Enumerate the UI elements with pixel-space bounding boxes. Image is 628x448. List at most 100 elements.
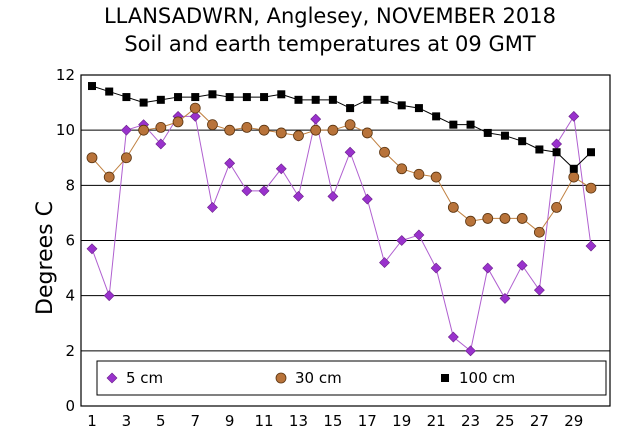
- x-tick-label: 1: [87, 412, 97, 430]
- data-point: [310, 113, 322, 125]
- data-point: [311, 95, 320, 104]
- y-tick-label: 8: [65, 176, 75, 194]
- y-tick-label: 2: [65, 342, 75, 360]
- legend-marker: [106, 372, 118, 384]
- data-point: [535, 145, 544, 154]
- data-point: [224, 124, 236, 136]
- data-point: [413, 229, 425, 241]
- data-point: [414, 104, 423, 113]
- data-point: [293, 190, 304, 202]
- data-point: [396, 163, 408, 175]
- x-tick-label: 27: [530, 412, 549, 430]
- y-tick-label: 4: [65, 287, 75, 305]
- data-point: [379, 146, 390, 158]
- data-point: [482, 262, 494, 274]
- data-point: [103, 171, 115, 183]
- data-point: [449, 120, 458, 129]
- data-point: [533, 284, 545, 296]
- data-point: [103, 290, 115, 302]
- data-point: [208, 90, 217, 99]
- data-point: [344, 146, 356, 158]
- data-point: [396, 235, 408, 246]
- data-point: [518, 137, 527, 146]
- data-point: [585, 240, 597, 252]
- legend-marker: [441, 374, 449, 382]
- data-point: [225, 93, 234, 102]
- data-point: [294, 95, 303, 104]
- data-point: [120, 124, 132, 136]
- x-tick-label: 9: [225, 412, 235, 430]
- data-point: [413, 168, 425, 180]
- legend-entry: 100 cm: [459, 369, 515, 387]
- y-tick-label: 12: [56, 66, 75, 84]
- data-point: [430, 262, 442, 274]
- data-point: [122, 93, 131, 102]
- data-point: [465, 215, 476, 227]
- data-point: [551, 201, 562, 213]
- data-point: [499, 293, 511, 304]
- plot-frame: [80, 74, 611, 407]
- data-point: [138, 124, 150, 136]
- x-tick-label: 11: [255, 412, 274, 430]
- data-point: [585, 182, 597, 194]
- series-layer: [86, 82, 597, 357]
- data-point: [156, 95, 165, 104]
- chart-subtitle: Soil and earth temperatures at 09 GMT: [124, 32, 536, 56]
- data-point: [552, 148, 561, 157]
- x-tick-label: 7: [190, 412, 200, 430]
- data-point: [189, 110, 201, 122]
- data-point: [361, 193, 373, 205]
- data-point: [499, 213, 511, 224]
- data-point: [207, 119, 218, 131]
- y-tick-label: 0: [65, 397, 75, 415]
- data-point: [310, 124, 322, 136]
- data-point: [86, 243, 98, 255]
- y-tick-labels: 0 2 4 6 8 10 12: [56, 66, 75, 415]
- data-point: [260, 93, 269, 102]
- data-point: [224, 157, 236, 169]
- data-point: [258, 124, 270, 136]
- series-30-cm: [86, 102, 597, 238]
- data-point: [191, 93, 200, 102]
- legend: 5 cm 30 cm 100 cm: [96, 360, 607, 396]
- data-point: [172, 116, 184, 128]
- data-point: [241, 122, 253, 133]
- data-point: [275, 163, 287, 175]
- data-point: [242, 93, 251, 102]
- data-point: [275, 127, 287, 139]
- data-point: [258, 185, 270, 197]
- data-point: [86, 152, 98, 164]
- data-point: [432, 112, 441, 121]
- data-point: [174, 93, 183, 102]
- data-point: [293, 130, 304, 142]
- data-point: [533, 226, 545, 238]
- x-tick-label: 13: [289, 412, 308, 430]
- x-tick-label: 23: [461, 412, 480, 430]
- data-point: [483, 128, 492, 137]
- data-point: [155, 138, 167, 150]
- data-point: [465, 345, 476, 357]
- x-tick-label: 29: [564, 412, 583, 430]
- data-point: [139, 98, 148, 107]
- legend-entry: 5 cm: [126, 369, 163, 387]
- data-point: [447, 201, 459, 213]
- data-point: [344, 119, 356, 131]
- data-point: [569, 164, 578, 173]
- x-tick-label: 17: [358, 412, 377, 430]
- data-point: [88, 82, 96, 91]
- data-point: [207, 201, 218, 213]
- data-point: [482, 213, 494, 224]
- data-point: [568, 171, 580, 183]
- legend-box: [96, 360, 607, 396]
- chart-title: LLANSADWRN, Anglesey, NOVEMBER 2018: [104, 4, 556, 28]
- data-point: [327, 124, 339, 136]
- x-tick-label: 15: [323, 412, 342, 430]
- data-point: [516, 213, 528, 224]
- data-point: [361, 127, 373, 139]
- series-5-cm: [86, 110, 597, 357]
- data-point: [516, 259, 528, 271]
- data-point: [327, 190, 339, 202]
- data-point: [105, 87, 114, 96]
- data-point: [500, 131, 509, 140]
